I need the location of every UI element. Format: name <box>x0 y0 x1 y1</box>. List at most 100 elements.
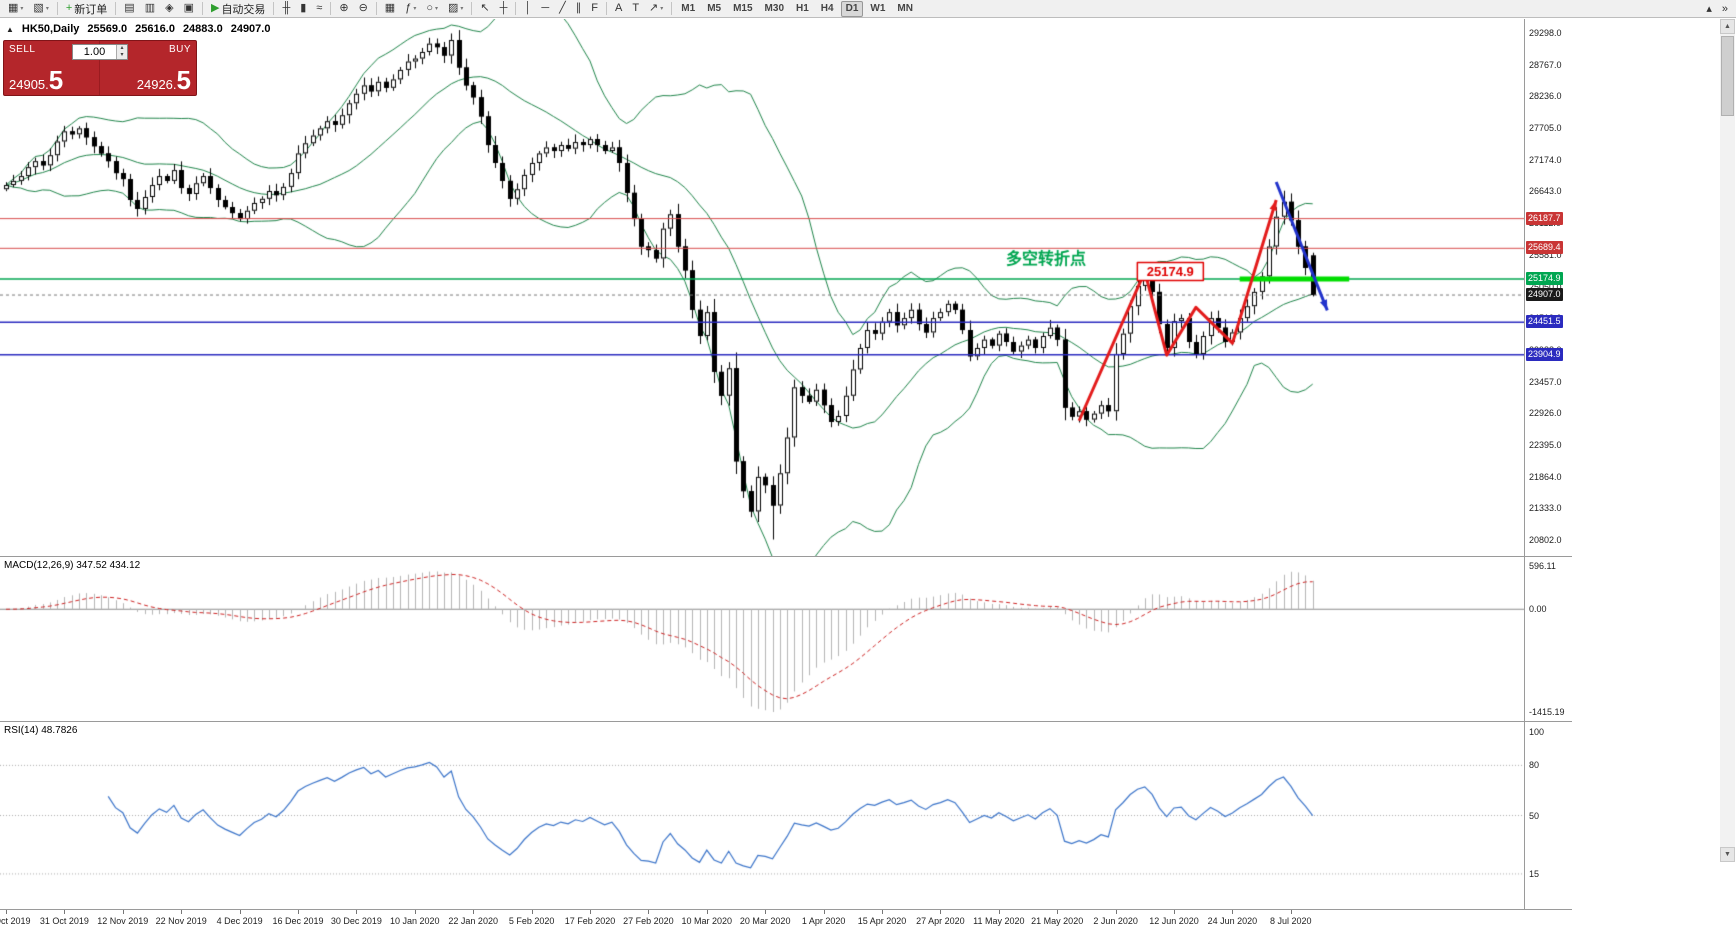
price-tick-label: 22395.0 <box>1529 439 1562 450</box>
symbol-period: HK50,Daily <box>21 23 80 35</box>
date-label: 22 Nov 2019 <box>155 916 207 926</box>
date-tick-mark <box>64 910 66 914</box>
scroll-down-button[interactable]: ▼ <box>1720 847 1735 862</box>
bar-chart-button[interactable]: ╫ <box>278 1 294 17</box>
trendline-button[interactable]: ╱ <box>555 1 570 17</box>
cursor-button[interactable]: ↖ <box>476 1 493 17</box>
pane-separator[interactable] <box>0 721 1572 722</box>
line-chart-button[interactable]: ≈ <box>312 1 326 17</box>
new-order-button[interactable]: + 新订单 <box>62 1 111 17</box>
timeframe-mn-button[interactable]: MN <box>892 1 918 17</box>
timeframe-m1-button[interactable]: M1 <box>676 1 700 17</box>
periods-button[interactable]: ○ ▾ <box>422 1 442 17</box>
profiles-button[interactable]: ▧ ▾ <box>29 1 52 17</box>
new-chart-button[interactable]: ▦ ▾ <box>4 1 27 17</box>
date-label: 21 May 2020 <box>1031 916 1084 926</box>
close-value: 24907.0 <box>230 23 271 35</box>
volume-field[interactable]: 1.00 ▴ ▾ <box>72 44 128 60</box>
equidistant-channel-button[interactable]: ∥ <box>572 1 586 17</box>
timeframe-m30-button[interactable]: M30 <box>760 1 789 17</box>
zoom-out-button[interactable]: ⊖ <box>355 1 372 17</box>
date-label: 27 Apr 2020 <box>916 916 965 926</box>
new-chart-icon: ▦ <box>8 2 19 14</box>
indicators-icon: ƒ <box>405 2 412 14</box>
text-button[interactable]: A <box>611 1 626 17</box>
date-tick-mark <box>1057 910 1059 914</box>
timeframe-h4-button[interactable]: H4 <box>816 1 839 17</box>
candlestick-chart-icon: ▮ <box>300 2 307 14</box>
timeframe-m5-button[interactable]: M5 <box>702 1 726 17</box>
indicators-button[interactable]: ƒ ▾ <box>401 1 420 17</box>
toolbar-separator <box>671 2 673 15</box>
vertical-scrollbar[interactable]: ▲ ▼ <box>1720 19 1735 862</box>
date-tick-mark <box>1232 910 1234 914</box>
toolbar-separator <box>375 2 377 15</box>
volume-increase-icon[interactable]: ▴ <box>117 45 127 52</box>
price-chart-canvas[interactable] <box>0 19 1524 556</box>
volume-decrease-icon[interactable]: ▾ <box>117 52 127 59</box>
price-tick-label: 25050.0 <box>1529 281 1562 292</box>
open-value: 25569.0 <box>87 23 128 35</box>
low-value: 24883.0 <box>182 23 223 35</box>
candlestick-chart-button[interactable]: ▮ <box>296 1 310 17</box>
pane-separator[interactable] <box>0 556 1572 557</box>
vertical-line-button[interactable]: │ <box>520 1 535 17</box>
collapse-trade-panel-icon[interactable]: ▲ <box>6 24 14 34</box>
templates-button[interactable]: ▨ ▾ <box>444 1 467 17</box>
buy-button[interactable]: BUY 24926.5 <box>100 41 196 95</box>
date-label: 10 Jan 2020 <box>390 916 440 926</box>
terminal-button[interactable]: ▣ <box>180 1 198 17</box>
price-tick-label: 21864.0 <box>1529 471 1562 482</box>
zoom-in-icon: ⊕ <box>339 2 349 14</box>
rsi-tick-label: 50 <box>1529 810 1540 821</box>
zoom-in-button[interactable]: ⊕ <box>335 1 352 17</box>
date-label: 10 Mar 2020 <box>681 916 733 926</box>
one-click-trading-panel: SELL 24905.5 BUY 24926.5 1.00 ▴ ▾ <box>3 40 197 96</box>
timeframe-w1-button[interactable]: W1 <box>865 1 890 17</box>
date-tick-mark <box>473 910 475 914</box>
date-tick-mark <box>414 910 416 914</box>
toolbar-separator <box>605 2 607 15</box>
price-axis[interactable]: 29298.0 28767.0 28236.0 27705.0 27174.0 26643… <box>1525 0 1572 939</box>
date-tick-mark <box>940 910 942 914</box>
text-label-button[interactable]: T <box>628 1 643 17</box>
date-label: 24 Jun 2020 <box>1207 916 1258 926</box>
pane-separator <box>0 909 1572 910</box>
date-label: 12 Jun 2020 <box>1149 916 1199 926</box>
fibonacci-button[interactable]: F <box>587 1 602 17</box>
horizontal-line-button[interactable]: ─ <box>537 1 553 17</box>
scroll-up-button[interactable]: ▲ <box>1720 19 1735 34</box>
macd-tick-label: 0.00 <box>1529 604 1547 615</box>
date-tick-mark <box>298 910 299 914</box>
grid-button[interactable]: ▦ <box>381 1 399 17</box>
arrows-button[interactable]: ↗ ▾ <box>645 1 667 17</box>
price-tick-label: 23457.0 <box>1529 376 1562 387</box>
toolbar-separator <box>273 2 275 15</box>
rsi-tick-label: 100 <box>1529 727 1545 737</box>
autotrading-button[interactable]: ▶ 自动交易 <box>207 1 269 17</box>
timeframe-h1-button[interactable]: H1 <box>791 1 814 17</box>
caret-down-icon: ▾ <box>45 6 49 12</box>
date-label: 12 Nov 2019 <box>97 916 149 926</box>
toolbar-collapse-button[interactable]: ▴ <box>1702 1 1716 17</box>
cursor-icon: ↖ <box>480 2 490 14</box>
date-axis[interactable]: 21 Oct 2019 31 Oct 2019 12 Nov 2019 22 Nov … <box>0 910 1524 932</box>
timeframe-m15-button[interactable]: M15 <box>728 1 757 17</box>
data-window-icon: ▥ <box>144 2 156 14</box>
price-tick-label: 29298.0 <box>1529 28 1562 38</box>
toolbar-more-button[interactable]: » <box>1718 1 1732 17</box>
scrollbar-thumb[interactable] <box>1721 36 1734 116</box>
date-label: 16 Dec 2019 <box>272 916 324 926</box>
macd-pane-canvas[interactable] <box>0 557 1524 721</box>
volume-value: 1.00 <box>83 46 106 58</box>
market-watch-button[interactable]: ▤ <box>120 1 138 17</box>
timeframe-d1-button[interactable]: D1 <box>840 0 864 17</box>
price-line-label: 25689.4 <box>1526 241 1563 255</box>
sell-button[interactable]: SELL 24905.5 <box>4 41 100 95</box>
crosshair-button[interactable]: ┼ <box>496 1 512 17</box>
data-window-button[interactable]: ▥ <box>141 1 159 17</box>
navigator-button[interactable]: ◈ <box>161 1 177 17</box>
rsi-pane-canvas[interactable] <box>0 722 1524 909</box>
price-tick-label: 21333.0 <box>1529 503 1562 514</box>
